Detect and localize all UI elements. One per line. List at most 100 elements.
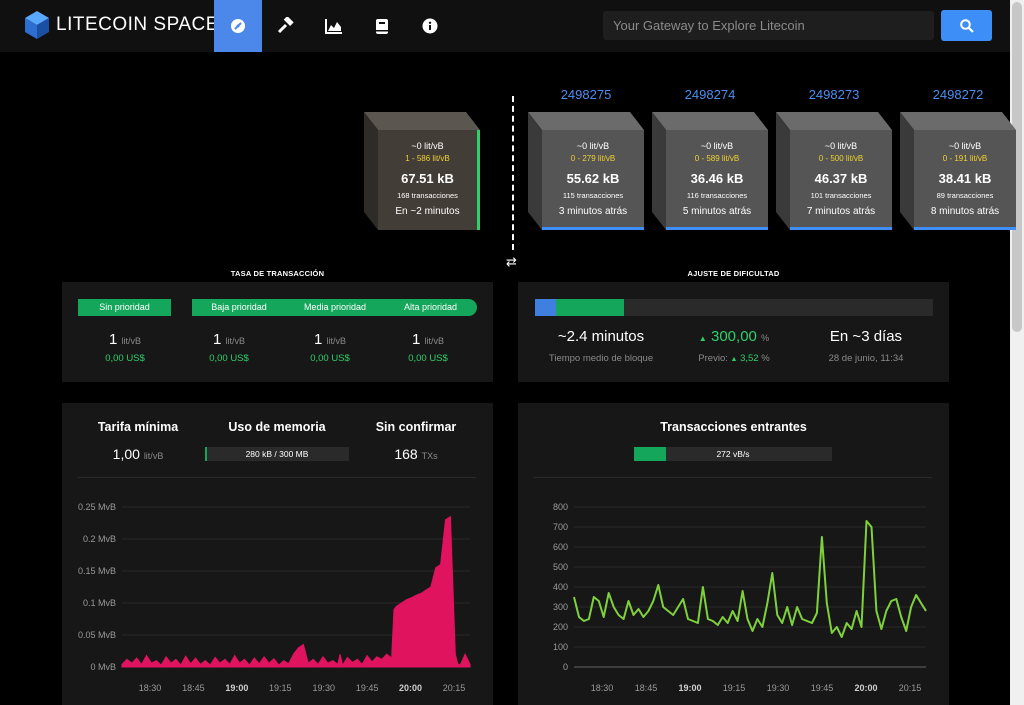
- block-height-link[interactable]: 2498275: [560, 87, 612, 102]
- nav-docs[interactable]: [358, 0, 406, 52]
- nav-mining[interactable]: [262, 0, 310, 52]
- x-tick-label: 18:45: [182, 683, 205, 693]
- incoming-divider: [534, 477, 932, 478]
- block-median-fee: ~0 lit/vB: [576, 141, 610, 151]
- fees-title: TASA DE TRANSACCIÓN: [230, 269, 325, 278]
- block-side-face: [776, 112, 790, 230]
- mempool-block[interactable]: ~0 lit/vB 1 - 586 lit/vB 67.51 kB 168 tr…: [364, 112, 480, 230]
- up-arrow-icon: ▲: [698, 334, 707, 343]
- block-median-fee: ~0 lit/vB: [411, 141, 444, 151]
- avg-block-time: ~2.4 minutos Tiempo medio de bloque: [526, 328, 676, 364]
- fee-usd-medium: 0,00 US$: [310, 353, 350, 364]
- block-age: 8 minutos atrás: [930, 206, 1000, 217]
- difficulty-eta: En ~3 días 28 de junio, 11:34: [791, 328, 941, 364]
- block-size: 67.51 kB: [401, 171, 454, 186]
- block-age: 7 minutos atrás: [806, 206, 876, 217]
- logo[interactable]: LITECOIN SPACE: [24, 10, 219, 40]
- docs-book-icon: [376, 18, 388, 34]
- memory-title: Uso de memoria: [228, 420, 326, 434]
- fee-label-high: Alta prioridad: [384, 299, 477, 316]
- incoming-title: Transacciones entrantes: [660, 420, 807, 434]
- y-tick-label: 0.2 MvB: [83, 534, 116, 544]
- nav-dashboard[interactable]: [214, 0, 262, 52]
- mined-block[interactable]: ~0 lit/vB 0 - 279 lit/vB 55.62 kB 115 trans…: [528, 112, 644, 230]
- nav-graphs[interactable]: [310, 0, 358, 52]
- search-icon: [959, 18, 974, 33]
- mempool-divider: [78, 477, 476, 478]
- difficulty-progress-remaining: [556, 299, 624, 316]
- mined-block[interactable]: ~0 lit/vB 0 - 191 lit/vB 38.41 kB 89 transa…: [900, 112, 1016, 230]
- graphs-icon: [325, 19, 342, 34]
- difficulty-title: AJUSTE DE DIFICULTAD: [687, 269, 780, 278]
- avg-block-time-value: ~2.4 minutos: [557, 328, 645, 345]
- x-tick-label: 20:15: [899, 683, 922, 693]
- y-tick-label: 0.1 MvB: [83, 598, 116, 608]
- block-height-link[interactable]: 2498273: [808, 87, 860, 102]
- block-front-face: ~0 lit/vB 0 - 191 lit/vB 38.41 kB 89 transa…: [914, 130, 1016, 230]
- block-top-face: [652, 112, 768, 130]
- swap-arrows-icon[interactable]: ⇄: [506, 254, 517, 269]
- y-tick-label: 0.25 MvB: [78, 502, 116, 512]
- difficulty-progress-bar: [535, 299, 933, 316]
- mined-block[interactable]: ~0 lit/vB 0 - 500 lit/vB 46.37 kB 101 trans…: [776, 112, 892, 230]
- y-tick-label: 100: [553, 642, 568, 652]
- block-side-face: [528, 112, 542, 230]
- x-tick-label: 20:00: [854, 683, 877, 693]
- y-tick-label: 300: [553, 602, 568, 612]
- incoming-rate-fill: [634, 447, 666, 461]
- x-tick-label: 20:00: [399, 683, 422, 693]
- y-tick-label: 0 MvB: [90, 662, 116, 672]
- scrollbar-thumb[interactable]: [1012, 2, 1022, 332]
- dashboard-icon: [231, 19, 245, 33]
- block-front-face: ~0 lit/vB 1 - 586 lit/vB 67.51 kB 168 tr…: [378, 130, 480, 230]
- incoming-line-series: [573, 520, 927, 638]
- block-tx-count: 89 transacciones: [936, 191, 994, 200]
- mined-block[interactable]: ~0 lit/vB 0 - 589 lit/vB 36.46 kB 116 trans…: [652, 112, 768, 230]
- fee-label-medium: Media prioridad: [286, 299, 384, 316]
- about-info-icon: [422, 18, 438, 34]
- block-top-face: [776, 112, 892, 130]
- mining-hammer-icon: [277, 17, 294, 34]
- block-fee-range: 0 - 500 lit/vB: [818, 154, 864, 163]
- x-tick-label: 18:45: [635, 683, 658, 693]
- x-tick-label: 19:30: [312, 683, 335, 693]
- block-height-link[interactable]: 2498274: [684, 87, 736, 102]
- block-age: 3 minutos atrás: [558, 206, 628, 217]
- fee-label-none: Sin prioridad: [78, 299, 171, 316]
- block-side-face: [652, 112, 666, 230]
- x-tick-label: 18:30: [139, 683, 162, 693]
- block-front-face: ~0 lit/vB 0 - 279 lit/vB 55.62 kB 115 trans…: [542, 130, 644, 230]
- search-input[interactable]: Your Gateway to Explore Litecoin: [603, 11, 934, 40]
- block-eta: En ~2 minutos: [395, 206, 460, 217]
- incoming-tx-chart[interactable]: 0 100 200 300 400 500 600 700 800 18:30 18:45 19:00…: [518, 495, 949, 705]
- page-scrollbar[interactable]: [1010, 0, 1024, 705]
- block-top-face: [364, 112, 480, 130]
- litecoin-cube-icon: [25, 11, 49, 39]
- difficulty-change-value: 300,00: [711, 328, 757, 345]
- top-navbar: LITECOIN SPACE Your Gateway to Explore L…: [0, 0, 1010, 52]
- fee-value-high: 1 lit/vB: [411, 331, 445, 348]
- memory-usage-value: 280 kB / 300 MB: [245, 449, 309, 459]
- nav-about[interactable]: [406, 0, 454, 52]
- y-tick-label: 400: [553, 582, 568, 592]
- x-tick-label: 19:45: [811, 683, 834, 693]
- mempool-size-chart[interactable]: 0 MvB 0.05 MvB 0.1 MvB 0.15 MvB 0.2 MvB 0.25 …: [62, 495, 493, 705]
- block-median-fee: ~0 lit/vB: [948, 141, 982, 151]
- fee-value-low: 1 lit/vB: [212, 331, 246, 348]
- memory-usage-bar: 280 kB / 300 MB: [205, 447, 349, 461]
- y-tick-label: 600: [553, 542, 568, 552]
- difficulty-eta-value: En ~3 días: [829, 328, 903, 345]
- block-median-fee: ~0 lit/vB: [700, 141, 734, 151]
- block-side-face: [364, 112, 378, 230]
- x-tick-label: 19:00: [225, 683, 248, 693]
- unconfirmed-value: 168 TXs: [394, 446, 438, 462]
- block-tx-count: 116 transacciones: [686, 191, 748, 200]
- x-tick-label: 19:45: [356, 683, 379, 693]
- mempool-area-series: [121, 515, 471, 668]
- difficulty-eta-date: 28 de junio, 11:34: [828, 353, 904, 364]
- block-height-link[interactable]: 2498272: [932, 87, 984, 102]
- y-tick-label: 0.15 MvB: [78, 566, 116, 576]
- difficulty-change: ▲ 300,00 % Previo: ▲ 3,52 %: [698, 328, 770, 364]
- search-button[interactable]: [941, 10, 992, 41]
- y-tick-label: 0.05 MvB: [78, 630, 116, 640]
